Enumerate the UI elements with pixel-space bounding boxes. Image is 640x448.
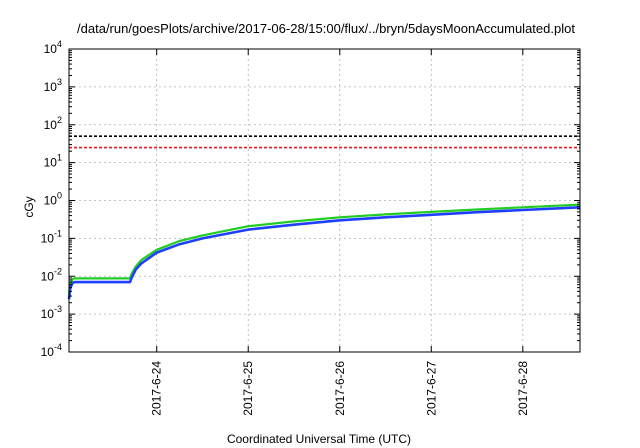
x-tick-label: 2017-6-25	[241, 361, 255, 416]
grid	[69, 49, 580, 352]
x-tick-label: 2017-6-24	[150, 361, 164, 416]
x-tick-label: 2017-6-27	[424, 361, 438, 416]
x-tick-label: 2017-6-26	[333, 361, 347, 416]
y-tick-label: 103	[44, 77, 62, 94]
y-tick-label: 100	[44, 191, 62, 208]
chart-title: /data/run/goesPlots/archive/2017-06-28/1…	[77, 21, 575, 36]
x-tick-label: 2017-6-28	[516, 361, 530, 416]
y-tick-label: 10-1	[41, 228, 62, 245]
reference-lines	[69, 135, 580, 149]
series-layer	[67, 203, 581, 300]
y-tick-label: 104	[44, 39, 62, 56]
x-axis-label: Coordinated Universal Time (UTC)	[227, 432, 411, 446]
y-tick-label: 10-3	[41, 304, 62, 321]
series-line	[67, 206, 581, 300]
series-line	[67, 203, 581, 294]
axis-ticks: 10-4 10-3 10-2 10-1 100 101 102 103 104 2017-6-24…	[41, 39, 580, 416]
y-tick-label: 102	[44, 115, 62, 132]
y-tick-label: 10-4	[41, 342, 62, 359]
y-tick-label: 10-2	[41, 266, 62, 283]
y-axis-label: cGy	[22, 196, 36, 217]
y-tick-label: 101	[44, 153, 62, 170]
